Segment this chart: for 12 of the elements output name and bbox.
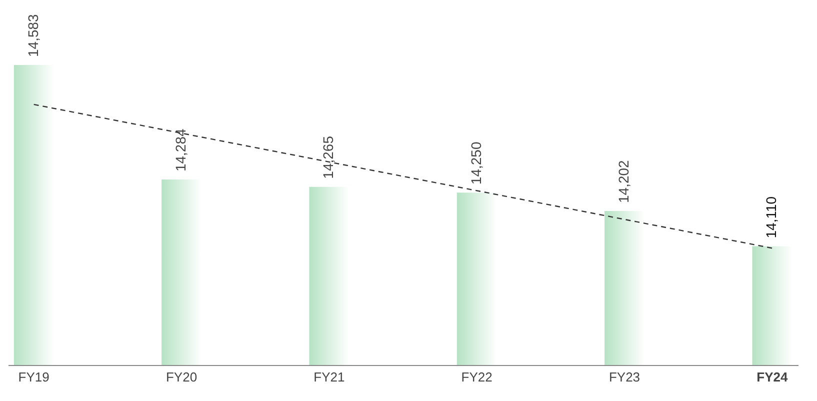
data-label: 14,284 [172, 128, 189, 172]
x-tick-label: FY20 [166, 370, 198, 384]
data-label: 14,250 [468, 142, 484, 185]
x-tick-label: FY23 [608, 370, 640, 384]
x-tick-label: FY21 [314, 370, 345, 384]
x-tick-label: FY22 [461, 370, 492, 384]
data-label: 14,110 [763, 196, 780, 238]
data-label: 14,583 [24, 14, 41, 57]
data-label: 14,202 [615, 160, 632, 203]
data-label: 14,265 [320, 136, 336, 179]
x-tick-label: FY24 [756, 370, 788, 384]
x-tick-label: FY19 [18, 370, 50, 384]
